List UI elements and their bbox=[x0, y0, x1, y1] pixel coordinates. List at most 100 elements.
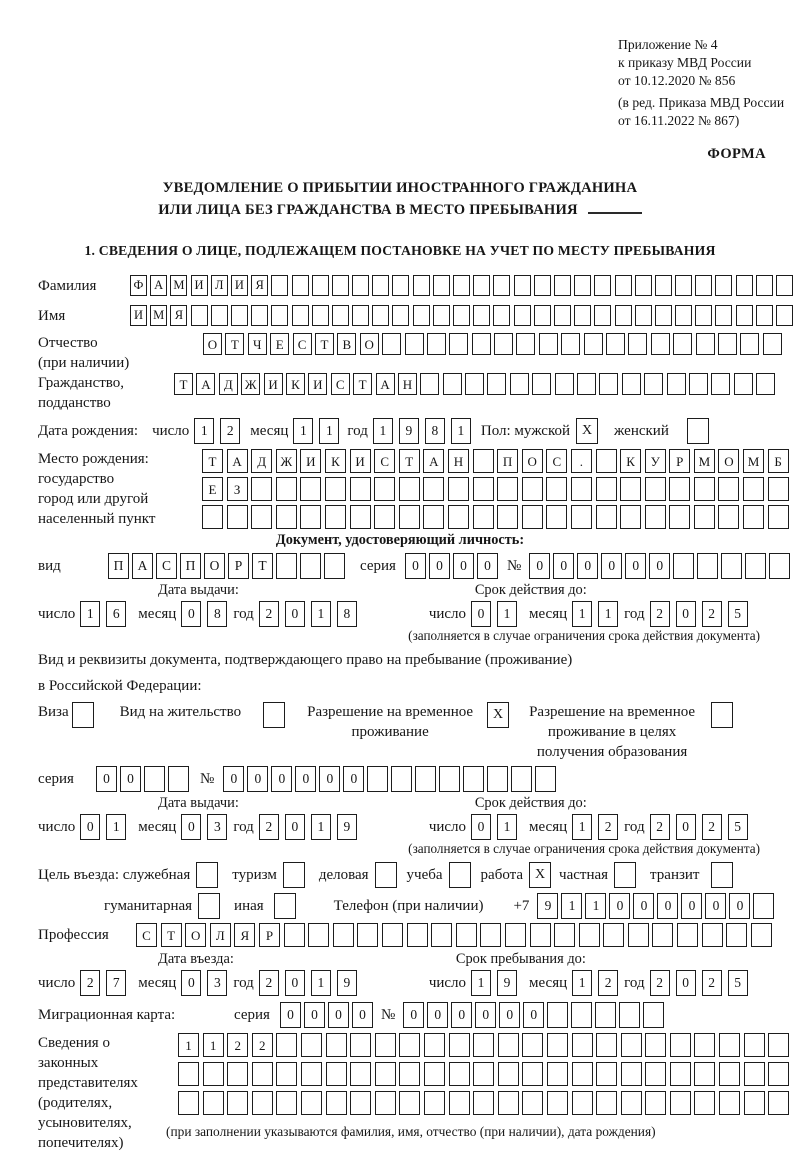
form-cell[interactable]: П bbox=[497, 449, 519, 473]
form-cell[interactable] bbox=[620, 477, 642, 501]
form-cell[interactable] bbox=[226, 505, 248, 529]
form-cell[interactable] bbox=[554, 373, 574, 395]
form-cell[interactable] bbox=[719, 1091, 741, 1115]
form-cell[interactable] bbox=[654, 305, 672, 326]
form-cell[interactable] bbox=[715, 305, 733, 326]
form-cell[interactable] bbox=[620, 1062, 642, 1086]
form-cell[interactable] bbox=[643, 1002, 665, 1028]
form-cell[interactable]: Ч bbox=[247, 333, 267, 355]
form-cell[interactable]: Д bbox=[218, 373, 238, 395]
form-cell[interactable]: 2 bbox=[649, 814, 670, 840]
form-cell[interactable] bbox=[673, 553, 695, 579]
form-cell[interactable] bbox=[473, 1091, 495, 1115]
form-cell[interactable] bbox=[349, 477, 371, 501]
form-cell[interactable] bbox=[202, 505, 223, 529]
form-cell[interactable]: А bbox=[226, 449, 248, 473]
form-cell[interactable]: М bbox=[743, 449, 765, 473]
form-cell[interactable] bbox=[595, 449, 617, 473]
form-cell[interactable]: 1 bbox=[497, 601, 518, 627]
form-cell[interactable]: 0 bbox=[428, 553, 450, 579]
form-cell[interactable] bbox=[570, 505, 592, 529]
form-cell[interactable] bbox=[406, 923, 428, 947]
form-cell[interactable] bbox=[654, 275, 672, 296]
form-cell[interactable]: 1 bbox=[319, 418, 340, 444]
form-cell[interactable]: Т bbox=[174, 373, 193, 395]
form-cell[interactable] bbox=[374, 1033, 396, 1057]
form-cell[interactable] bbox=[695, 333, 715, 355]
form-cell[interactable] bbox=[711, 862, 734, 888]
form-cell[interactable]: У bbox=[644, 449, 666, 473]
form-cell[interactable]: 2 bbox=[251, 1033, 273, 1057]
form-cell[interactable]: Т bbox=[202, 449, 223, 473]
form-cell[interactable]: 1 bbox=[372, 418, 393, 444]
form-cell[interactable] bbox=[538, 333, 558, 355]
form-cell[interactable] bbox=[762, 333, 782, 355]
form-cell[interactable] bbox=[357, 923, 379, 947]
form-cell[interactable]: Я bbox=[234, 923, 256, 947]
form-cell[interactable]: 3 bbox=[207, 970, 228, 996]
form-cell[interactable] bbox=[399, 1033, 421, 1057]
form-cell[interactable]: С bbox=[546, 449, 568, 473]
form-cell[interactable]: Ж bbox=[275, 449, 297, 473]
form-cell[interactable]: 2 bbox=[701, 970, 722, 996]
form-cell[interactable] bbox=[546, 1062, 568, 1086]
form-cell[interactable] bbox=[776, 275, 793, 296]
form-cell[interactable]: 2 bbox=[220, 418, 241, 444]
form-cell[interactable] bbox=[271, 305, 289, 326]
form-cell[interactable] bbox=[349, 505, 371, 529]
form-cell[interactable] bbox=[308, 923, 330, 947]
form-cell[interactable] bbox=[614, 275, 632, 296]
form-cell[interactable] bbox=[276, 1091, 298, 1115]
form-cell[interactable] bbox=[753, 893, 775, 919]
form-cell[interactable] bbox=[447, 477, 469, 501]
form-cell[interactable]: 8 bbox=[207, 601, 228, 627]
form-cell[interactable] bbox=[735, 275, 753, 296]
form-cell[interactable]: 0 bbox=[181, 601, 202, 627]
form-cell[interactable] bbox=[497, 1091, 519, 1115]
form-cell[interactable]: 1 bbox=[178, 1033, 199, 1057]
form-cell[interactable] bbox=[271, 275, 289, 296]
form-cell[interactable] bbox=[439, 766, 461, 792]
form-cell[interactable] bbox=[404, 333, 424, 355]
form-cell[interactable] bbox=[442, 373, 462, 395]
form-cell[interactable] bbox=[210, 305, 228, 326]
form-cell[interactable] bbox=[374, 862, 397, 888]
form-cell[interactable] bbox=[190, 305, 208, 326]
form-cell[interactable] bbox=[666, 373, 686, 395]
form-cell[interactable] bbox=[493, 305, 511, 326]
form-cell[interactable] bbox=[719, 1033, 741, 1057]
form-cell[interactable] bbox=[673, 333, 693, 355]
form-cell[interactable]: 0 bbox=[475, 1002, 497, 1028]
form-cell[interactable] bbox=[480, 923, 502, 947]
form-cell[interactable] bbox=[596, 1033, 618, 1057]
form-cell[interactable]: . bbox=[570, 449, 592, 473]
form-cell[interactable] bbox=[202, 1062, 224, 1086]
form-cell[interactable]: 2 bbox=[258, 814, 279, 840]
form-cell[interactable]: 1 bbox=[585, 893, 607, 919]
form-cell[interactable] bbox=[755, 275, 773, 296]
form-cell[interactable] bbox=[546, 1033, 568, 1057]
form-cell[interactable]: 0 bbox=[327, 1002, 349, 1028]
form-cell[interactable]: 0 bbox=[705, 893, 727, 919]
form-cell[interactable]: 6 bbox=[106, 601, 127, 627]
form-cell[interactable]: Т bbox=[353, 373, 373, 395]
form-cell[interactable] bbox=[471, 333, 491, 355]
form-cell[interactable]: К bbox=[285, 373, 305, 395]
form-cell[interactable] bbox=[620, 1033, 642, 1057]
form-cell[interactable] bbox=[311, 275, 329, 296]
form-cell[interactable]: 2 bbox=[649, 601, 670, 627]
form-cell[interactable]: И bbox=[300, 449, 322, 473]
form-cell[interactable] bbox=[743, 1033, 765, 1057]
form-cell[interactable] bbox=[352, 275, 370, 296]
form-cell[interactable] bbox=[423, 1062, 445, 1086]
form-cell[interactable]: 0 bbox=[80, 814, 101, 840]
form-cell[interactable] bbox=[448, 1062, 470, 1086]
form-cell[interactable]: 2 bbox=[701, 601, 722, 627]
form-cell[interactable]: Т bbox=[225, 333, 245, 355]
form-cell[interactable] bbox=[300, 505, 322, 529]
form-cell[interactable] bbox=[669, 477, 691, 501]
form-cell[interactable] bbox=[423, 1091, 445, 1115]
form-cell[interactable] bbox=[522, 1062, 544, 1086]
form-cell[interactable]: 5 bbox=[727, 601, 748, 627]
form-cell[interactable] bbox=[571, 1062, 593, 1086]
